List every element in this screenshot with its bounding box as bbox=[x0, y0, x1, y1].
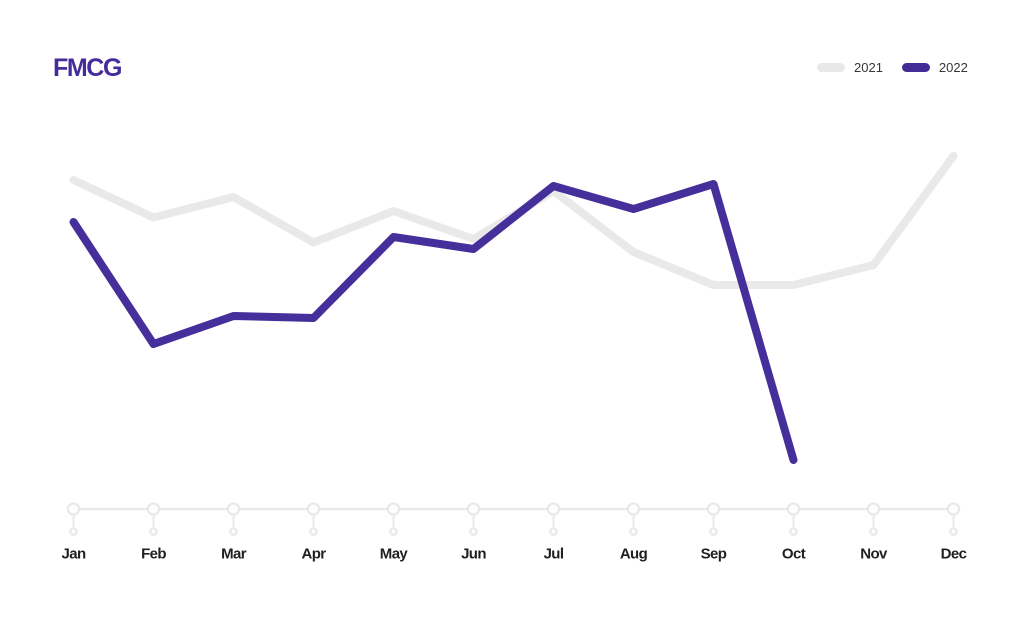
svg-text:Aug: Aug bbox=[620, 546, 648, 563]
svg-text:Sep: Sep bbox=[701, 546, 727, 563]
svg-text:Mar: Mar bbox=[221, 546, 247, 563]
svg-text:Feb: Feb bbox=[141, 546, 166, 563]
svg-text:Oct: Oct bbox=[782, 546, 806, 563]
svg-text:Nov: Nov bbox=[860, 546, 888, 563]
svg-text:Jun: Jun bbox=[461, 546, 486, 563]
svg-text:Jan: Jan bbox=[61, 546, 85, 563]
svg-text:Apr: Apr bbox=[301, 546, 326, 563]
svg-text:Jul: Jul bbox=[544, 546, 564, 563]
svg-text:Dec: Dec bbox=[941, 546, 967, 563]
svg-text:May: May bbox=[380, 546, 409, 563]
